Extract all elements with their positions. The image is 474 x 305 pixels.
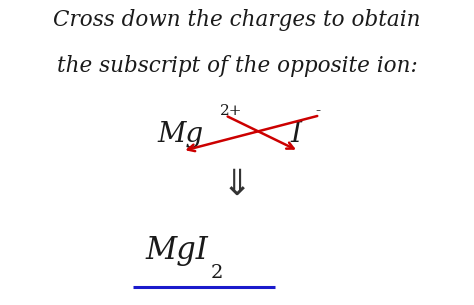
- Text: MgI: MgI: [146, 235, 209, 266]
- Text: I: I: [291, 121, 302, 148]
- Text: 2: 2: [211, 264, 223, 282]
- Text: -: -: [315, 104, 320, 118]
- Text: Mg: Mg: [157, 121, 203, 148]
- Text: 2+: 2+: [220, 104, 243, 118]
- Text: ⇓: ⇓: [222, 168, 252, 202]
- Text: the subscript of the opposite ion:: the subscript of the opposite ion:: [56, 55, 418, 77]
- Text: Cross down the charges to obtain: Cross down the charges to obtain: [53, 9, 421, 31]
